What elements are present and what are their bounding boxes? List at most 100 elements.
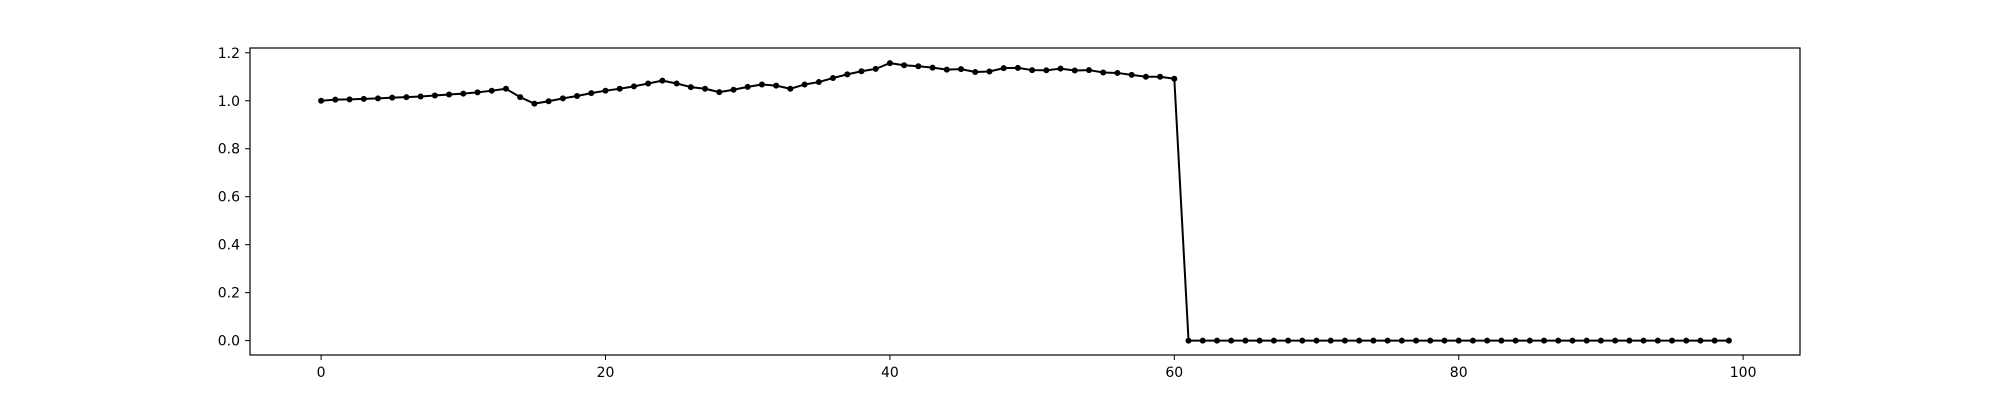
data-point [488,87,495,94]
x-tick-label: 100 [1730,365,1757,381]
data-point [645,80,652,87]
data-point [1100,69,1107,76]
data-point [1128,71,1135,78]
data-point [574,92,581,99]
data-point [1085,67,1092,74]
x-tick-label: 20 [597,365,615,381]
data-point [1398,337,1405,344]
y-tick-label: 0.8 [218,142,240,158]
y-tick-label: 1.2 [218,46,240,62]
data-point [716,89,723,96]
x-tick-label: 0 [317,365,326,381]
axis-layer: 0 20 40 60 80 100 0.0 0.2 0.4 0.6 0.8 1.0 1.2 [218,46,1757,381]
data-point [374,95,381,102]
data-point [1413,337,1420,344]
data-point [1484,337,1491,344]
y-tick-label: 0.2 [218,286,240,302]
data-point [318,97,325,104]
data-point [1000,65,1007,72]
data-point [844,71,851,78]
data-point [1327,337,1334,344]
data-point [1526,337,1533,344]
data-point [1725,337,1732,344]
data-point [730,86,737,93]
data-point [1043,67,1050,74]
data-point [1384,337,1391,344]
data-point [815,79,822,86]
data-point [460,90,467,97]
data-point [1569,337,1576,344]
x-tick-label: 80 [1450,365,1468,381]
plot-area [250,48,1800,355]
data-point [943,66,950,73]
data-point [602,87,609,94]
data-point [687,84,694,91]
data-point [915,63,922,70]
data-point [1242,337,1249,344]
data-point [517,94,524,101]
data-point [972,68,979,75]
data-point [559,95,566,102]
data-point [1498,337,1505,344]
data-point [830,74,837,81]
data-point [673,80,680,87]
y-tick-label: 0.6 [218,190,240,206]
data-point [659,77,666,84]
x-tick-label: 40 [881,365,899,381]
data-point [502,85,509,92]
data-point [872,65,879,72]
data-point [1185,337,1192,344]
y-tick-label: 0.4 [218,238,240,254]
data-point [389,94,396,101]
data-point [1597,337,1604,344]
data-point [446,91,453,98]
y-tick-label: 1.0 [218,94,240,110]
data-point [1213,337,1220,344]
data-point [1228,337,1235,344]
data-point [360,95,367,102]
data-point [531,100,538,107]
data-point [958,66,965,73]
data-point [986,68,993,75]
series-layer [318,60,1732,344]
data-point [1157,73,1164,80]
data-point [1370,337,1377,344]
data-point [1313,337,1320,344]
data-point [1683,337,1690,344]
data-point [1285,337,1292,344]
data-point [1356,337,1363,344]
data-point [1299,337,1306,344]
data-point [1669,337,1676,344]
data-point [1469,337,1476,344]
data-point [616,85,623,92]
data-point [1455,337,1462,344]
data-point [417,93,424,100]
data-point [1071,67,1078,74]
data-point [758,81,765,88]
data-point [474,89,481,96]
data-point [1427,337,1434,344]
data-point [346,96,353,103]
data-point [1654,337,1661,344]
data-point [545,98,552,105]
data-point [1555,337,1562,344]
data-point [1441,337,1448,344]
data-point [702,85,709,92]
data-point [1142,73,1149,80]
data-point [403,94,410,101]
data-point [801,81,808,88]
data-point [1171,75,1178,82]
data-point [929,64,936,71]
data-point [1612,337,1619,344]
data-point [1199,337,1206,344]
data-point [1270,337,1277,344]
series-line [321,62,1729,342]
plot-frame [249,47,1801,356]
data-point [1697,337,1704,344]
data-point [630,83,637,90]
data-point [1711,337,1718,344]
data-point [1057,65,1064,72]
data-point [901,62,908,69]
